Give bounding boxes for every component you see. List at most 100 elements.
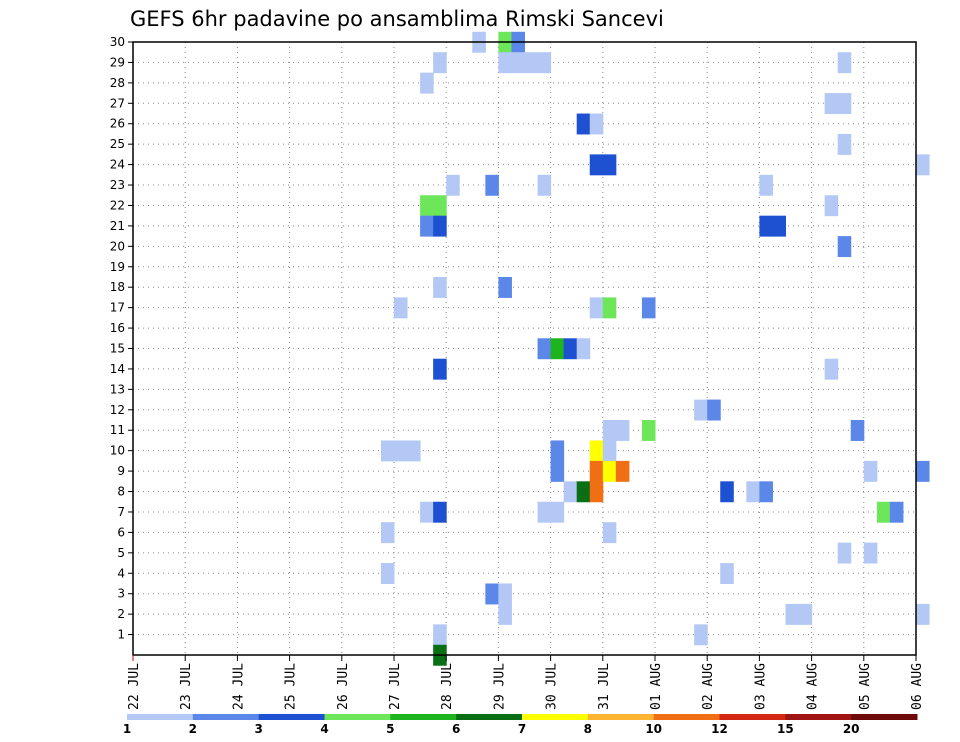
colorbar-swatch [192,714,260,720]
colorbar-label: 15 [777,722,794,736]
precip-cell [433,358,447,380]
precip-cell [602,420,617,441]
precip-cell [485,174,499,196]
precip-cell [589,440,604,462]
y-tick-label: 17 [110,301,125,315]
precip-cell [511,52,525,74]
precip-cell [420,72,434,94]
y-tick-label: 6 [117,525,125,539]
y-tick-label: 25 [110,137,125,151]
y-tick-label: 8 [117,485,125,499]
y-axis: 1234567891011121314151617181920212223242… [110,35,133,642]
precip-cell [772,215,786,237]
precip-cell [394,297,408,319]
colorbar-label: 3 [254,722,262,736]
colorbar-swatch [127,714,194,720]
precip-cell [537,501,552,523]
precip-cell [837,93,852,115]
y-tick-label: 18 [110,280,125,294]
precip-cell [550,501,565,523]
y-tick-label: 1 [117,628,125,642]
precip-cell [759,481,773,503]
x-tick-label: 01 AUG [649,663,664,710]
precip-cell [433,501,447,523]
y-tick-label: 30 [110,35,125,49]
x-tick-label: 24 JUL [231,663,246,710]
precip-cell [589,481,604,503]
precip-cell [694,399,708,421]
precip-cell [589,113,604,135]
y-tick-label: 27 [110,96,125,110]
colorbar-swatch [785,714,852,720]
precip-cell [850,420,865,441]
colorbar-label: 5 [386,722,394,736]
precip-cell [824,93,839,115]
precip-cell [537,174,552,196]
precip-cell [394,440,408,462]
precip-cell [407,440,421,462]
colorbar-label: 1 [123,722,131,736]
precip-cell [563,338,578,360]
precip-cell [537,52,552,74]
y-tick-label: 14 [110,362,125,376]
precip-cell [433,276,447,298]
precip-cell [498,276,512,298]
colorbar-label: 6 [452,722,460,736]
precip-cell [485,583,499,605]
precip-cell [420,215,434,237]
colorbar: 1 2 3 4 5 6 7 8 10 12 15 20 [123,714,918,736]
precipitation-cells [380,31,930,666]
colorbar-swatch [324,714,391,720]
precip-cell [524,52,539,74]
precip-cell [837,133,852,155]
x-tick-label: 31 JUL [597,663,612,710]
precip-cell [498,52,512,74]
precip-cell [798,603,813,625]
colorbar-label: 7 [518,722,526,736]
precip-cell [498,583,512,605]
y-tick-label: 13 [110,382,125,396]
precip-cell [602,440,617,462]
y-tick-label: 22 [110,198,125,212]
y-tick-label: 9 [117,464,125,478]
precip-cell [433,624,447,646]
x-tick-label: 22 JUL [127,663,142,710]
precip-cell [602,154,617,176]
x-tick-label: 28 JUL [440,663,455,710]
y-tick-label: 4 [117,566,125,580]
x-axis: 22 JUL 23 JUL 24 JUL 25 JUL 26 JUL 27 JUL 28 J… [127,655,925,710]
x-tick-label: 06 AUG [910,663,925,710]
precip-cell [420,195,434,217]
y-tick-label: 10 [110,444,125,458]
colorbar-label: 8 [584,722,592,736]
precip-cell [720,563,734,584]
grid [133,41,916,655]
colorbar-swatch [456,714,523,720]
x-tick-label: 02 AUG [701,663,716,710]
y-tick-label: 11 [110,423,125,437]
precip-cell [824,195,839,217]
precip-cell [420,501,434,523]
precip-cell [824,358,839,380]
precip-cell [602,522,617,544]
y-tick-label: 5 [117,546,125,560]
x-tick-label: 29 JUL [492,663,507,710]
precip-cell [498,603,512,625]
y-tick-label: 21 [110,219,125,233]
precip-cell [380,440,395,462]
precip-cell [641,297,656,319]
precip-cell [916,603,930,625]
precip-cell [707,399,721,421]
precip-cell [785,603,800,625]
precip-cell [537,338,552,360]
colorbar-swatch [851,714,918,720]
precip-cell [889,501,904,523]
precip-cell [576,113,591,135]
colorbar-label: 20 [843,722,860,736]
precip-cell [589,297,604,319]
y-tick-label: 12 [110,403,125,417]
precip-cell [746,481,760,503]
precip-cell [563,481,578,503]
colorbar-swatch [653,714,720,720]
precip-cell [837,236,852,258]
